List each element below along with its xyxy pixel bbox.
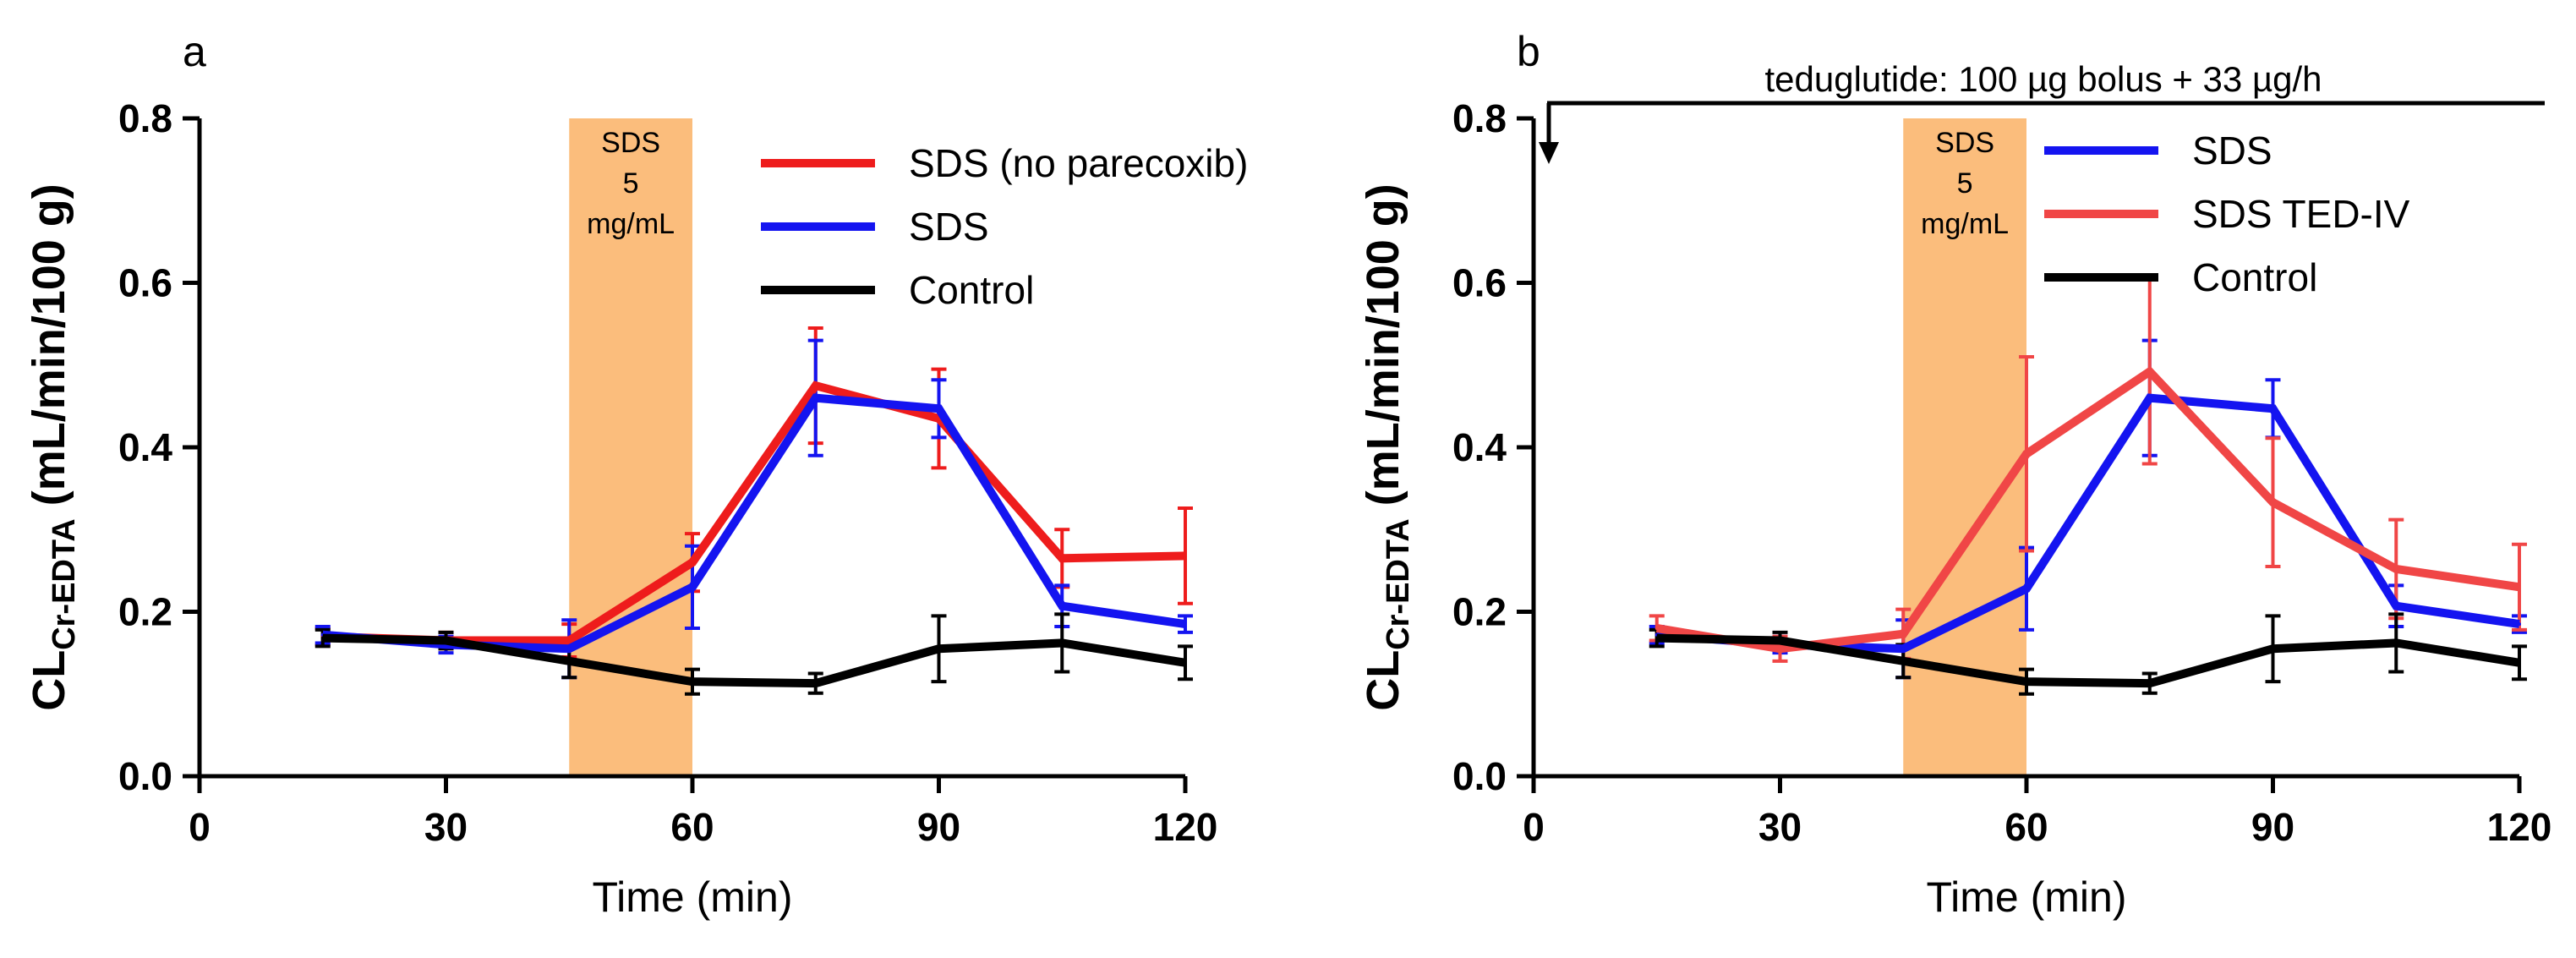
legend-label: SDS <box>2192 129 2272 172</box>
series-line <box>322 633 1186 688</box>
y-axis-label: CLCr-EDTA (mL/min/100 g) <box>1358 183 1416 711</box>
data-point <box>813 384 818 388</box>
data-point <box>1654 626 1659 630</box>
data-point <box>1184 554 1187 558</box>
data-point <box>1778 647 1782 651</box>
data-point <box>937 407 941 411</box>
legend-label: SDS TED-IV <box>2192 192 2410 236</box>
y-tick-label: 0.2 <box>1452 590 1507 634</box>
data-point <box>2394 567 2398 571</box>
series-line <box>1656 393 2520 654</box>
data-point <box>567 638 572 643</box>
y-tick-label: 0.4 <box>118 425 172 469</box>
shaded-region-label: SDS <box>601 127 660 159</box>
y-tick-label: 0.2 <box>118 590 172 634</box>
y-tick-label: 0.4 <box>1452 425 1507 469</box>
shaded-region-label: 5 <box>1957 167 1973 200</box>
data-point <box>2025 680 2028 684</box>
data-point <box>1060 604 1064 608</box>
data-point <box>1901 647 1906 651</box>
x-tick-label: 120 <box>2487 805 2552 849</box>
data-point <box>1060 641 1064 645</box>
y-axis-label-main: CL <box>24 650 74 711</box>
data-point <box>567 659 572 663</box>
y-axis-label-units: (mL/min/100 g) <box>1358 183 1408 518</box>
y-tick-label: 0.6 <box>118 261 172 305</box>
data-point <box>2025 452 2028 456</box>
data-point <box>2147 396 2152 400</box>
x-axis-label: Time (min) <box>592 873 792 921</box>
data-point <box>2271 501 2275 505</box>
legend-label: Control <box>2192 255 2317 299</box>
data-point <box>691 680 694 684</box>
panel-b: SDS 5 mg/mL teduglutide: 100 µg bolus + 33 … <box>1358 28 2551 921</box>
x-axis-label: Time (min) <box>1926 873 2126 921</box>
shaded-region-label: 5 <box>623 167 639 200</box>
data-point <box>1901 632 1906 636</box>
data-point <box>1901 659 1906 663</box>
shaded-region-label: mg/mL <box>1921 208 2009 240</box>
x-tick-label: 30 <box>424 805 468 849</box>
infusion-annotation: teduglutide: 100 µg bolus + 33 µg/h <box>1764 59 2322 99</box>
data-point <box>813 682 818 686</box>
series-line <box>1656 633 2520 688</box>
shaded-region-label: SDS <box>1935 127 1994 159</box>
data-point <box>1778 638 1782 643</box>
legend-label: Control <box>909 268 1034 312</box>
series-line <box>322 393 1186 654</box>
data-point <box>2271 407 2275 411</box>
data-point <box>1184 660 1187 665</box>
data-point <box>2518 585 2521 589</box>
data-point <box>444 638 448 643</box>
data-point <box>2147 682 2152 686</box>
y-tick-label: 0.6 <box>1452 261 1507 305</box>
data-point <box>691 585 694 589</box>
data-point <box>1184 622 1187 627</box>
legend-label: SDS <box>909 205 989 249</box>
y-tick-label: 0.8 <box>1452 96 1507 140</box>
x-tick-label: 90 <box>2251 805 2294 849</box>
y-axis-label-subscript: Cr-EDTA <box>1381 518 1416 650</box>
x-tick-label: 30 <box>1758 805 1802 849</box>
data-point <box>813 396 818 400</box>
data-point <box>2147 370 2152 374</box>
data-point <box>1060 556 1064 561</box>
data-point <box>2394 604 2398 608</box>
x-tick-label: 0 <box>1523 805 1545 849</box>
data-point <box>1654 636 1659 640</box>
data-point <box>567 647 572 651</box>
series-line <box>1655 366 2520 654</box>
data-point <box>2025 587 2028 591</box>
y-axis-label-main: CL <box>1358 650 1408 711</box>
data-point <box>2394 641 2398 645</box>
y-tick-label: 0.0 <box>118 754 172 798</box>
x-tick-label: 120 <box>1153 805 1218 849</box>
panel-letter: b <box>1517 28 1540 75</box>
y-axis-label-units: (mL/min/100 g) <box>24 183 74 518</box>
panel-a: SDS 5 mg/mL 0 30 60 90 120 0.0 0.2 0.4 0.6 0.8 Time (… <box>24 28 1248 921</box>
data-point <box>2271 647 2275 651</box>
x-tick-label: 0 <box>189 805 211 849</box>
data-point <box>691 561 694 565</box>
x-tick-label: 60 <box>670 805 714 849</box>
y-tick-label: 0.8 <box>118 96 172 140</box>
y-axis-label-subscript: Cr-EDTA <box>46 518 82 650</box>
y-tick-label: 0.0 <box>1452 754 1507 798</box>
panel-letter: a <box>183 28 206 75</box>
shaded-region-label: mg/mL <box>587 208 675 240</box>
y-axis-label: CLCr-EDTA (mL/min/100 g) <box>24 183 82 711</box>
data-point <box>2518 660 2521 665</box>
x-tick-label: 60 <box>2004 805 2048 849</box>
infusion-arrow-head <box>1539 142 1559 164</box>
x-tick-label: 90 <box>917 805 960 849</box>
data-point <box>320 636 325 640</box>
data-point <box>937 647 941 651</box>
data-point <box>2518 622 2521 627</box>
legend-label: SDS (no parecoxib) <box>909 141 1248 185</box>
